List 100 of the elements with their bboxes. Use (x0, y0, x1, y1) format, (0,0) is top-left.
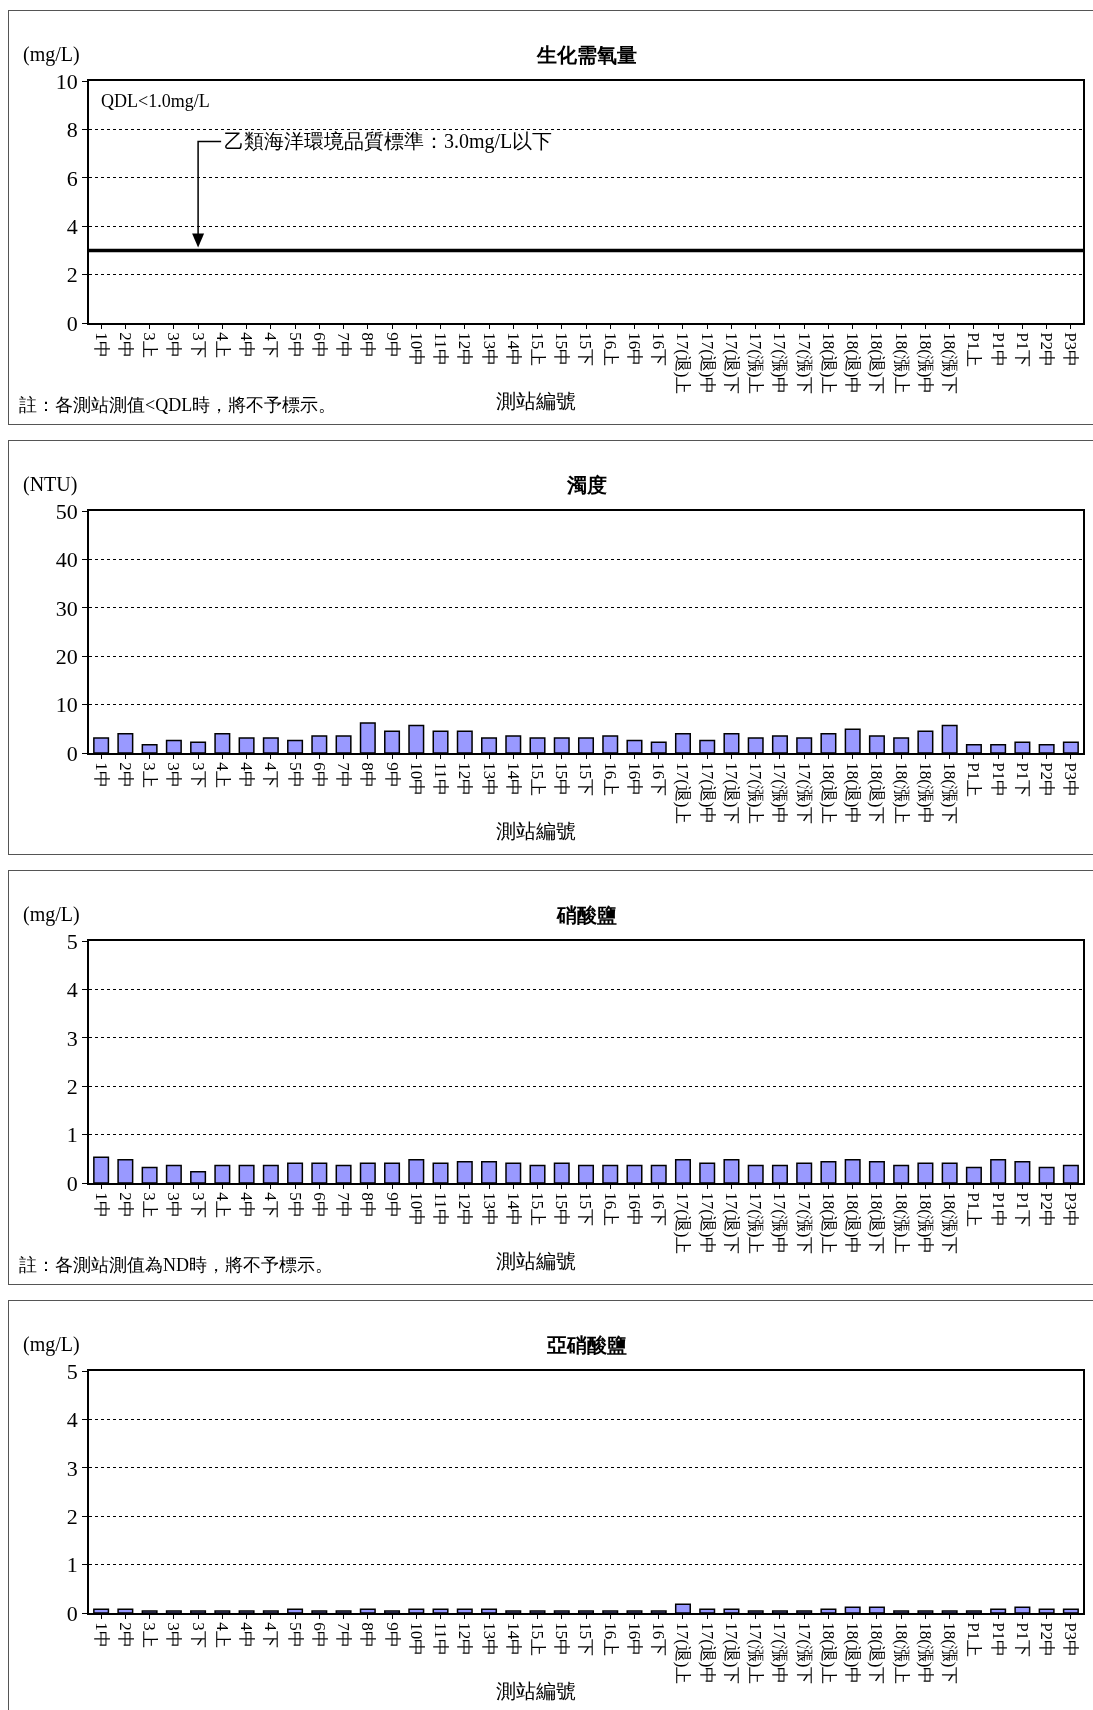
x-tick-label: 4上 (212, 762, 232, 788)
x-tick-label: 18(漲)上 (891, 762, 911, 825)
x-tick-label: 3下 (188, 762, 208, 788)
x-tick-label: 18(退)中 (843, 332, 863, 395)
x-tick-label: 17(退)中 (697, 762, 717, 825)
x-tick-label: 3中 (164, 332, 184, 358)
x-tick-label: 17(退)上 (673, 1622, 693, 1685)
x-tick-label: 11中 (431, 1622, 451, 1656)
x-axis-title: 測站編號 (496, 1680, 576, 1702)
x-tick-label: 8中 (358, 1622, 378, 1648)
x-tick-label: 4中 (237, 1622, 257, 1648)
x-tick-label: 13中 (479, 1622, 499, 1657)
x-tick-label: P1下 (1012, 1622, 1032, 1658)
x-tick-label: P1下 (1012, 1192, 1032, 1228)
x-tick-label: 17(退)上 (673, 332, 693, 395)
x-tick-label: 16中 (624, 762, 644, 797)
x-tick-label: 18(退)上 (818, 1622, 838, 1685)
x-tick-label: 15下 (576, 762, 596, 797)
y-tick-label: 8 (66, 117, 78, 143)
x-tick-label: 16中 (624, 332, 644, 367)
x-tick-label: 18(退)下 (867, 762, 887, 825)
x-tick-label: 16下 (649, 1192, 669, 1227)
y-tick-label: 0 (66, 740, 78, 766)
y-tick-label: 4 (66, 1407, 78, 1433)
x-tick-label: 18(漲)上 (891, 1622, 911, 1685)
x-tick-label: 1中 (91, 1192, 111, 1218)
x-tick-label: 17(漲)下 (794, 1192, 814, 1255)
x-tick-label: 18(漲)中 (915, 332, 935, 395)
x-tick-label: 16下 (649, 762, 669, 797)
x-tick-label: 15上 (527, 1622, 547, 1657)
x-tick-label: 8中 (358, 1192, 378, 1218)
x-tick-label: 17(退)上 (673, 1192, 693, 1255)
x-tick-label: 10中 (406, 1622, 426, 1657)
x-tick-label: 7中 (334, 762, 354, 788)
x-axis-title: 測站編號 (496, 820, 576, 842)
text: 註：各測站測值為ND時，將不予標示。 (19, 1255, 333, 1275)
x-tick-label: 16上 (600, 1192, 620, 1227)
x-tick-label: P2中 (1037, 1192, 1057, 1228)
x-tick-label: 11中 (431, 332, 451, 366)
x-tick-label: 18(漲)中 (915, 1192, 935, 1255)
x-tick-label: 18(退)中 (843, 1622, 863, 1685)
x-tick-label: 18(漲)中 (915, 1622, 935, 1685)
x-tick-label: 18(退)下 (867, 332, 887, 395)
x-tick-label: 8中 (358, 762, 378, 788)
x-tick-label: 18(漲)下 (940, 1192, 960, 1255)
x-tick-label: P3中 (1061, 332, 1081, 368)
annotation: QDL<1.0mg/L (101, 91, 210, 111)
x-tick-label: 4中 (237, 332, 257, 358)
x-tick-label: 18(漲)下 (940, 1622, 960, 1685)
x-axis-title: 測站編號 (496, 1250, 576, 1272)
x-tick-label: 4上 (212, 1192, 232, 1218)
chart-title: 濁度 (566, 473, 607, 497)
ref-line-label: 乙類海洋環境品質標準：3.0mg/L以下 (224, 130, 553, 153)
x-tick-label: 14中 (503, 1192, 523, 1227)
x-tick-label: 15中 (552, 1622, 572, 1657)
x-tick-label: 18(退)上 (818, 762, 838, 825)
x-tick-label: 16中 (624, 1622, 644, 1657)
x-tick-label: 15上 (527, 1192, 547, 1227)
x-tick-label: 17(退)下 (721, 1192, 741, 1255)
x-tick-label: 15中 (552, 332, 572, 367)
x-tick-label: 2中 (115, 1622, 135, 1648)
y-axis-title: (mg/L) (23, 1333, 80, 1356)
y-tick-label: 6 (66, 165, 78, 191)
x-tick-label: 4下 (261, 1192, 281, 1218)
x-tick-label: 15下 (576, 332, 596, 367)
x-tick-label: 6中 (309, 1622, 329, 1648)
x-tick-label: P1上 (964, 1192, 984, 1228)
x-tick-label: 14中 (503, 1622, 523, 1657)
x-tick-label: 1中 (91, 762, 111, 788)
x-tick-label: 7中 (334, 1192, 354, 1218)
x-tick-label: P2中 (1037, 1622, 1057, 1658)
y-tick-label: 10 (55, 68, 78, 94)
y-axis-title: (mg/L) (23, 903, 80, 926)
x-tick-label: 15下 (576, 1622, 596, 1657)
x-tick-label: 16下 (649, 1622, 669, 1657)
x-tick-label: 17(退)中 (697, 332, 717, 395)
x-tick-label: 7中 (334, 332, 354, 358)
x-tick-label: P1上 (964, 1622, 984, 1658)
x-tick-label: P3中 (1061, 762, 1081, 798)
x-tick-label: 17(漲)中 (770, 1622, 790, 1685)
y-tick-label: 5 (66, 1358, 78, 1384)
x-tick-label: 13中 (479, 1192, 499, 1227)
x-tick-label: 18(漲)下 (940, 762, 960, 825)
x-tick-label: 5中 (285, 1192, 305, 1218)
x-tick-label: 1中 (91, 1622, 111, 1648)
x-tick-label: 3上 (140, 1622, 160, 1648)
x-tick-label: 7中 (334, 1622, 354, 1648)
x-tick-label: 5中 (285, 762, 305, 788)
x-tick-label: 4中 (237, 1192, 257, 1218)
x-tick-label: P3中 (1061, 1192, 1081, 1228)
x-tick-label: 6中 (309, 762, 329, 788)
x-tick-label: 15下 (576, 1192, 596, 1227)
x-tick-label: 17(漲)上 (746, 1622, 766, 1685)
x-tick-label: 3中 (164, 1192, 184, 1218)
x-tick-label: 18(退)下 (867, 1622, 887, 1685)
y-tick-label: 4 (66, 977, 78, 1003)
x-tick-label: 4下 (261, 332, 281, 358)
x-tick-label: 16上 (600, 332, 620, 367)
x-tick-label: 18(退)上 (818, 1192, 838, 1255)
x-tick-label: 16中 (624, 1192, 644, 1227)
